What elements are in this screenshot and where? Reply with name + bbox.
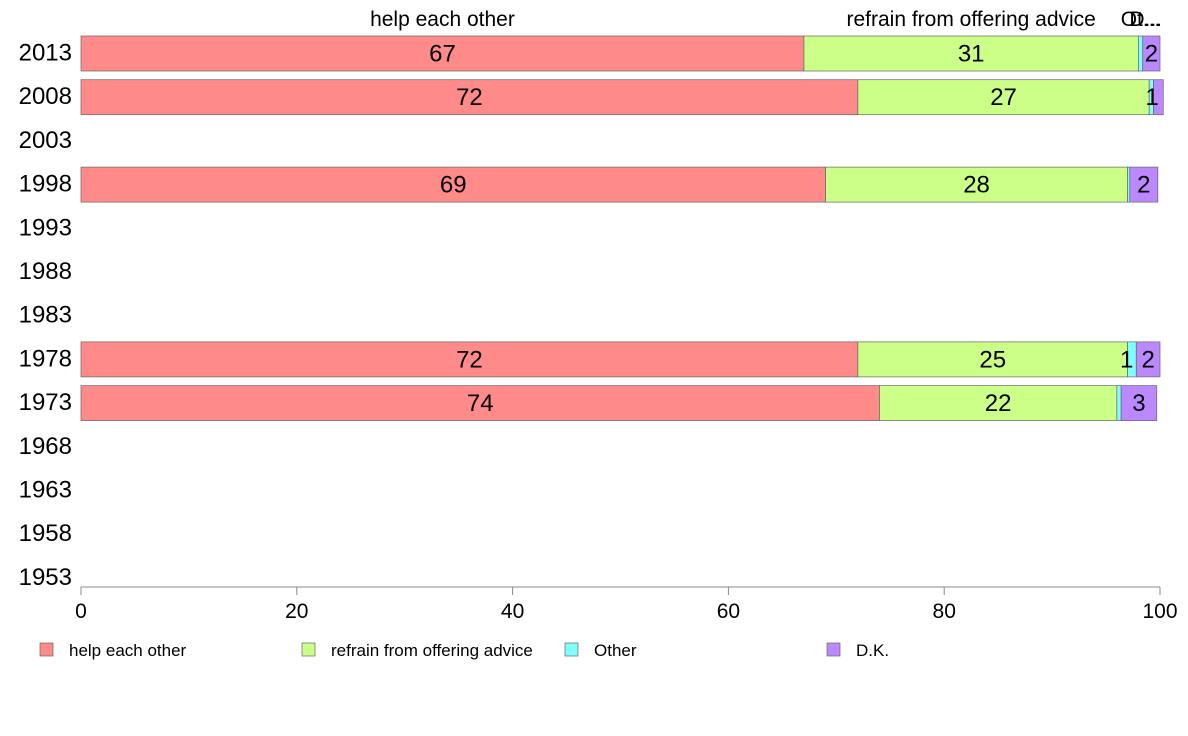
bar-value-label: 1 bbox=[1145, 84, 1158, 111]
bar-segment bbox=[803, 35, 1139, 72]
top-label-1: refrain from offering advice bbox=[846, 8, 1095, 31]
x-tick-label: 100 bbox=[1142, 600, 1177, 623]
bar-value-label: 27 bbox=[990, 84, 1017, 111]
bar-value-label: 28 bbox=[963, 172, 990, 199]
y-tick-label: 2003 bbox=[19, 127, 72, 154]
y-tick-label: 1998 bbox=[19, 171, 72, 198]
y-tick-label: 1953 bbox=[19, 564, 72, 591]
y-tick-label: 1993 bbox=[19, 214, 72, 241]
bar-segment bbox=[825, 166, 1128, 203]
legend-label: help each other bbox=[69, 641, 187, 660]
bar-value-label: 25 bbox=[979, 346, 1006, 373]
bar-value-label: 74 bbox=[467, 390, 494, 417]
bar-value-label: 1 bbox=[1120, 346, 1133, 373]
y-tick-label: 1988 bbox=[19, 258, 72, 285]
bar-segment bbox=[1142, 35, 1161, 72]
top-label-0: help each other bbox=[370, 8, 515, 31]
top-series-labels: help each other refrain from offering adv… bbox=[370, 8, 1162, 31]
x-tick-label: 40 bbox=[501, 600, 524, 623]
x-tick-label: 60 bbox=[717, 600, 740, 623]
bar-value-label: 22 bbox=[985, 390, 1012, 417]
y-tick-label: 1983 bbox=[19, 302, 72, 329]
y-tick-label: 1968 bbox=[19, 433, 72, 460]
bar-segment bbox=[1135, 341, 1161, 378]
y-tick-label: 1963 bbox=[19, 477, 72, 504]
y-tick-label: 2013 bbox=[19, 40, 72, 67]
bar-value-label: 69 bbox=[440, 172, 467, 199]
bar-segment bbox=[80, 341, 859, 378]
legend-label: D.K. bbox=[856, 641, 889, 660]
bar-segment bbox=[1120, 385, 1158, 421]
legend-swatch bbox=[39, 642, 54, 657]
bar-value-label: 2 bbox=[1141, 346, 1154, 373]
bars bbox=[80, 35, 1164, 421]
bar-value-label: 3 bbox=[1132, 390, 1145, 417]
bar-value-label: 2 bbox=[1137, 172, 1150, 199]
bar-segment bbox=[1116, 385, 1122, 421]
bar-value-label: 2 bbox=[1145, 41, 1158, 68]
top-label-2: Ot... bbox=[1121, 8, 1161, 31]
bar-segment bbox=[879, 385, 1118, 421]
bar-segment bbox=[1129, 166, 1159, 203]
bar-value-label: 67 bbox=[429, 41, 456, 68]
x-tick-label: 0 bbox=[75, 600, 87, 623]
y-axis-labels: 2013 2008 2003 1998 1993 1988 1983 1978 1973 1968… bbox=[19, 40, 72, 591]
x-tick-label: 20 bbox=[285, 600, 308, 623]
legend-swatch bbox=[301, 642, 316, 657]
y-tick-label: 1958 bbox=[19, 520, 72, 547]
legend-swatch bbox=[826, 642, 841, 657]
legend-label: refrain from offering advice bbox=[331, 641, 533, 660]
bar-segment bbox=[1138, 35, 1144, 72]
bar-value-label: 72 bbox=[456, 84, 483, 111]
x-tick-label: 80 bbox=[933, 600, 956, 623]
legend-swatch bbox=[564, 642, 579, 657]
x-axis: 0 20 40 60 80 100 bbox=[75, 586, 1178, 623]
bar-segment bbox=[80, 385, 880, 421]
bar-segment bbox=[80, 79, 859, 116]
y-tick-label: 1978 bbox=[19, 345, 72, 372]
legend: help each other refrain from offering adv… bbox=[39, 641, 889, 660]
bar-value-labels: 67 31 272 27 169 28 272 25 1 274 22 3 bbox=[429, 41, 1159, 418]
y-tick-label: 2008 bbox=[19, 83, 72, 110]
top-label-3: D... bbox=[1129, 8, 1162, 31]
y-tick-label: 1973 bbox=[19, 389, 72, 416]
bar-segment bbox=[1153, 79, 1164, 116]
bar-value-label: 31 bbox=[958, 41, 985, 68]
legend-label: Other bbox=[594, 641, 637, 660]
bar-value-label: 72 bbox=[456, 346, 483, 373]
